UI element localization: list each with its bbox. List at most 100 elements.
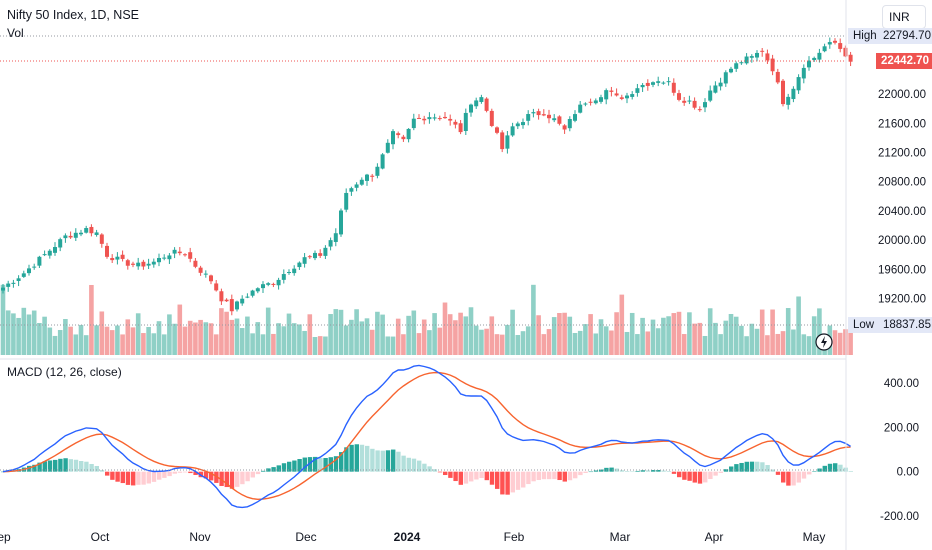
volume-bar — [286, 313, 292, 355]
volume-bar — [57, 330, 63, 355]
volume-bar — [723, 320, 729, 355]
price-axis-tick: 20800.00 — [878, 177, 926, 189]
candle-body — [266, 283, 271, 285]
candle-body — [531, 112, 536, 114]
volume-bar — [68, 326, 73, 355]
macd-axis-tick: 0.00 — [897, 467, 919, 479]
candle-body — [172, 249, 177, 254]
candle-body — [84, 228, 89, 233]
price-axis-tick: 21200.00 — [878, 147, 926, 159]
volume-bar — [411, 310, 417, 355]
candle-body — [219, 291, 224, 302]
macd-histogram-bar — [188, 471, 193, 474]
volume-bar — [801, 334, 807, 355]
candle-body — [255, 288, 260, 292]
volume-bar — [31, 310, 37, 355]
volume-bar — [328, 314, 333, 355]
macd-histogram-bar — [172, 471, 177, 474]
volume-bar — [505, 324, 510, 355]
volume-bar — [713, 322, 718, 355]
volume-bar — [733, 316, 739, 355]
volume-bar — [432, 313, 437, 355]
volume-bar — [593, 333, 599, 355]
macd-histogram-bar — [219, 471, 224, 486]
low-tag-value: 18837.85 — [878, 317, 932, 333]
candle-body — [287, 272, 291, 274]
low-tag-label: Low — [848, 317, 880, 333]
macd-histogram-bar — [734, 464, 739, 472]
macd-histogram-bar — [136, 471, 141, 485]
macd-histogram-bar — [755, 461, 760, 472]
candle-body — [807, 60, 811, 68]
candle-body — [224, 299, 229, 302]
volume-bar — [255, 322, 261, 355]
alert-icon[interactable] — [815, 333, 833, 351]
candle-body — [619, 97, 624, 99]
candle-body — [94, 232, 99, 235]
candle-body — [105, 245, 109, 257]
volume-bar — [401, 334, 406, 355]
volume-bar — [302, 330, 307, 355]
volume-bar — [817, 308, 822, 355]
macd-histogram-bar — [687, 471, 692, 481]
macd-histogram-bar — [302, 457, 307, 472]
macd-histogram-bar — [697, 471, 703, 484]
macd-histogram-bar — [614, 468, 619, 472]
volume-bar — [442, 302, 448, 355]
volume-bar — [489, 316, 495, 355]
volume-bar — [421, 319, 427, 355]
volume-bar — [297, 324, 302, 355]
candle-body — [479, 97, 484, 102]
volume-bar — [427, 330, 432, 355]
candle-body — [89, 226, 94, 234]
volume-bar — [245, 316, 250, 355]
volume-bar — [479, 329, 484, 355]
volume-bar — [115, 325, 120, 355]
volume-bar — [843, 329, 848, 355]
high-tag-label: High — [848, 28, 882, 44]
candle-body — [21, 273, 26, 277]
candle-body — [822, 46, 827, 52]
candle-body — [599, 97, 603, 102]
candle-body — [229, 299, 234, 312]
volume-bar — [260, 334, 266, 355]
macd-axis-tick: 400.00 — [884, 378, 919, 390]
candle-body — [42, 254, 47, 256]
candle-body — [188, 252, 193, 259]
candle-body — [307, 256, 312, 258]
macd-histogram-bar — [53, 459, 58, 472]
candle-body — [578, 104, 583, 113]
volume-bar — [499, 334, 505, 355]
volume-bar — [562, 312, 567, 355]
macd-histogram-bar — [677, 471, 682, 478]
last-price-tag: 22442.70 — [876, 53, 932, 69]
macd-histogram-bar — [609, 467, 614, 472]
macd-histogram-bar — [640, 470, 645, 472]
volume-bar — [676, 311, 682, 355]
macd-histogram-bar — [375, 450, 380, 472]
price-axis-tick: 20400.00 — [878, 206, 926, 218]
macd-histogram-bar — [333, 456, 339, 472]
volume-bar — [203, 322, 209, 355]
macd-histogram-bar — [807, 471, 812, 475]
candle-body — [817, 52, 822, 60]
volume-bar — [744, 336, 749, 355]
volume-bar — [78, 324, 84, 355]
volume-bar — [198, 319, 203, 355]
candle-body — [453, 121, 458, 125]
volume-bar — [811, 316, 817, 355]
volume-bar — [666, 316, 671, 355]
macd-histogram-bar — [505, 471, 510, 495]
volume-bar — [458, 312, 463, 355]
macd-histogram-bar — [437, 471, 443, 473]
volume-bar — [338, 309, 344, 355]
candle-body — [141, 261, 146, 267]
volume-bar — [785, 308, 791, 355]
candle-body — [437, 118, 442, 120]
candle-body — [209, 275, 213, 282]
currency-selector[interactable]: INR — [882, 5, 926, 29]
macd-histogram-bar — [365, 445, 370, 472]
volume-bar — [11, 313, 16, 355]
volume-bar — [739, 325, 744, 355]
